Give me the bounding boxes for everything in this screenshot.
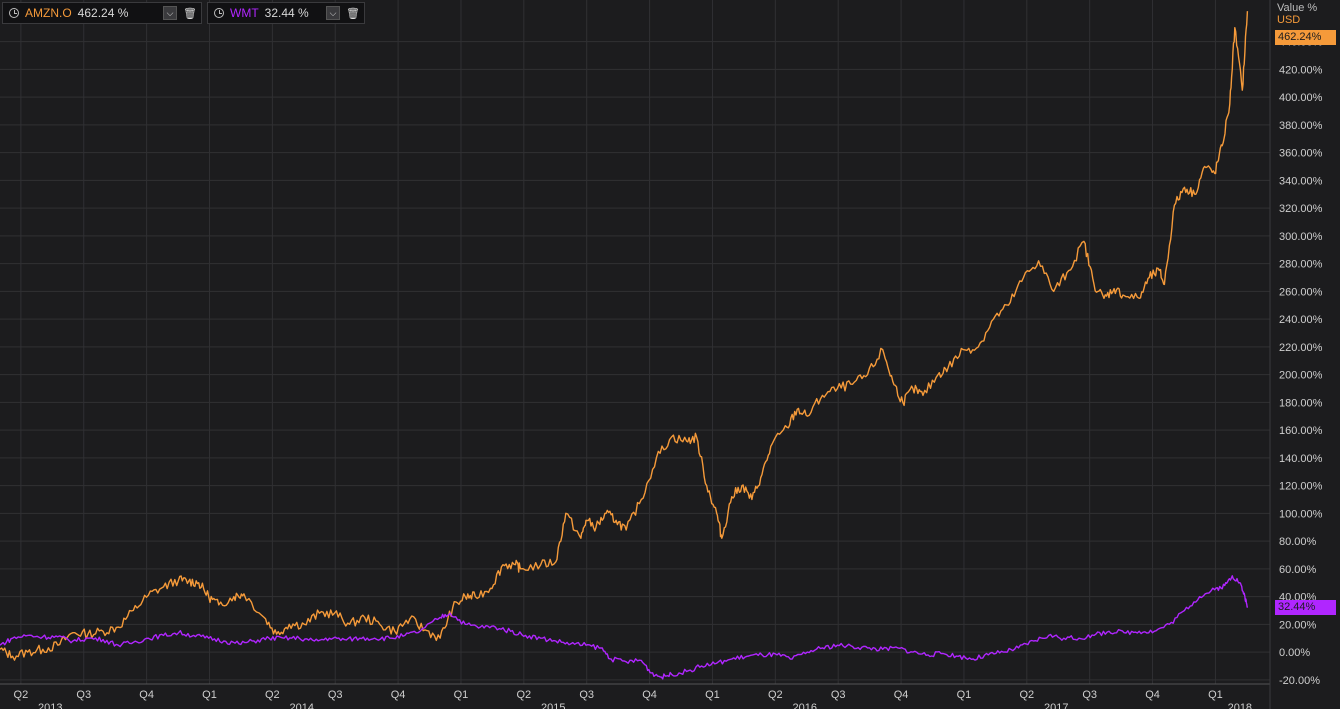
y-tick-label: 400.00%	[1279, 92, 1323, 104]
legend-item-wmt[interactable]: WMT 32.44 % ⌵ 🗑	[207, 2, 365, 24]
x-tick-label: Q4	[139, 689, 154, 701]
vertical-gridlines	[20, 0, 1216, 684]
x-tick-label: Q3	[328, 689, 343, 701]
x-axis: Q2 Q3 Q4 Q1 Q2 Q3 Q4 Q1 Q2 Q3 Q4 Q1 Q2 Q3 Q4 Q1 Q2 Q3 Q4 Q1…	[0, 0, 1271, 709]
y-tick-label: 180.00%	[1279, 397, 1323, 409]
trash-icon[interactable]: 🗑	[346, 7, 360, 20]
legend-item-amzn[interactable]: AMZN.O 462.24 % ⌵ 🗑	[2, 2, 202, 24]
y-tick-label: 120.00%	[1279, 481, 1323, 493]
x-tick-label: Q2	[1019, 689, 1034, 701]
y-tick-label: 240.00%	[1279, 314, 1323, 326]
y-tick-label: 280.00%	[1279, 259, 1323, 271]
y-tick-label: 100.00%	[1279, 508, 1323, 520]
legend-ticker: AMZN.O	[25, 6, 72, 20]
x-year-label: 2014	[290, 702, 314, 709]
x-year-label: 2018	[1228, 702, 1252, 709]
x-year-label: 2013	[38, 702, 62, 709]
x-tick-label: Q3	[1082, 689, 1097, 701]
x-tick-label: Q3	[579, 689, 594, 701]
trash-icon[interactable]: 🗑	[183, 7, 197, 20]
wmt-last-value-label: 32.44%	[1275, 600, 1336, 615]
y-tick-label: 420.00%	[1279, 64, 1323, 76]
y-tick-label: 340.00%	[1279, 175, 1323, 187]
amzn-last-value-label: 462.24%	[1275, 30, 1336, 45]
x-tick-label: Q1	[705, 689, 720, 701]
x-year-label: 2016	[793, 702, 817, 709]
y-tick-label: 320.00%	[1279, 203, 1323, 215]
y-tick-label: 300.00%	[1279, 231, 1323, 243]
x-year-label: 2017	[1044, 702, 1068, 709]
y-tick-label: -20.00%	[1279, 675, 1320, 687]
axis-currency: USD	[1277, 14, 1301, 26]
x-tick-label: Q1	[1208, 689, 1223, 701]
x-tick-label: Q1	[957, 689, 972, 701]
chevron-down-icon[interactable]: ⌵	[326, 6, 341, 20]
y-tick-label: 200.00%	[1279, 370, 1323, 382]
chevron-down-icon[interactable]: ⌵	[163, 6, 178, 20]
y-tick-label: 360.00%	[1279, 148, 1323, 160]
x-tick-label: Q3	[76, 689, 91, 701]
x-tick-label: Q2	[14, 689, 29, 701]
legend-value: 462.24 %	[77, 6, 129, 20]
legend-value: 32.44 %	[264, 6, 309, 20]
y-tick-label: 380.00%	[1279, 120, 1323, 132]
x-tick-label: Q2	[768, 689, 783, 701]
y-tick-label: 160.00%	[1279, 425, 1323, 437]
y-tick-label: 80.00%	[1279, 536, 1317, 548]
y-tick-label: 60.00%	[1279, 564, 1317, 576]
clock-icon	[9, 8, 19, 18]
x-tick-label: Q1	[454, 689, 469, 701]
x-tick-label: Q4	[1145, 689, 1160, 701]
x-tick-label: Q3	[831, 689, 846, 701]
y-tick-label: 20.00%	[1279, 619, 1317, 631]
x-tick-label: Q4	[642, 689, 657, 701]
series-line-wmt	[0, 575, 1249, 680]
x-year-label: 2015	[541, 702, 565, 709]
y-tick-label: 220.00%	[1279, 342, 1323, 354]
x-tick-label: Q2	[265, 689, 280, 701]
clock-icon	[214, 8, 224, 18]
legend-ticker: WMT	[230, 6, 259, 20]
x-tick-label: Q1	[202, 689, 217, 701]
y-tick-label: 140.00%	[1279, 453, 1323, 465]
y-tick-label: 0.00%	[1279, 647, 1310, 659]
series-line-amzno	[0, 11, 1249, 661]
y-tick-label: 260.00%	[1279, 286, 1323, 298]
x-tick-label: Q2	[516, 689, 531, 701]
x-tick-label: Q4	[391, 689, 406, 701]
x-tick-label: Q4	[894, 689, 909, 701]
series-layer	[0, 11, 1249, 680]
axis-title: Value %	[1277, 2, 1318, 14]
